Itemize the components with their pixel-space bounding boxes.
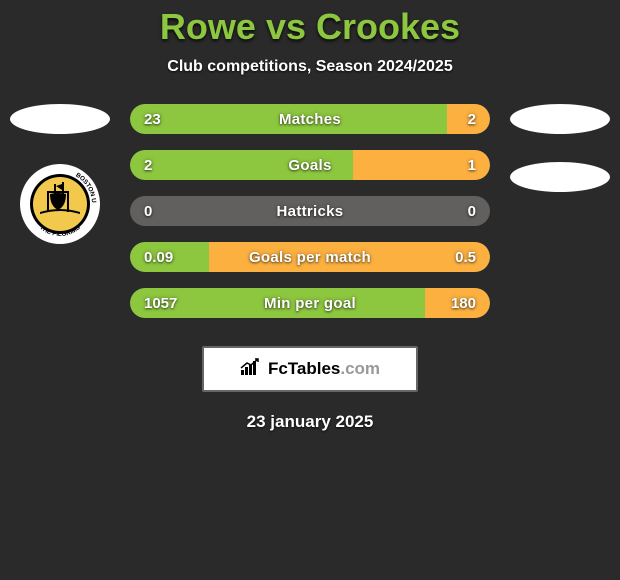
comparison-title: Rowe vs Crookes: [0, 0, 620, 48]
stat-label: Matches: [210, 111, 410, 128]
stat-value-left: 0.09: [130, 249, 210, 266]
stat-bar: 1057Min per goal180: [130, 288, 490, 318]
brand-name: FcTables: [268, 359, 340, 378]
player2-name: Crookes: [316, 6, 460, 47]
stat-value-right: 1: [410, 157, 490, 174]
player2-photo-placeholder: [510, 104, 610, 134]
brand-text: FcTables.com: [268, 359, 380, 379]
player1-name: Rowe: [160, 6, 256, 47]
stat-bar: 0Hattricks0: [130, 196, 490, 226]
stat-value-left: 0: [130, 203, 210, 220]
stat-bar: 2Goals1: [130, 150, 490, 180]
stat-label: Min per goal: [210, 295, 410, 312]
subtitle: Club competitions, Season 2024/2025: [0, 58, 620, 76]
brand-badge[interactable]: FcTables.com: [202, 346, 418, 392]
vs-text: vs: [266, 6, 306, 47]
stat-bar: 23Matches2: [130, 104, 490, 134]
stat-bars: 23Matches22Goals10Hattricks00.09Goals pe…: [120, 104, 500, 318]
brand-tld: .com: [340, 359, 380, 378]
stat-value-left: 23: [130, 111, 210, 128]
date-label: 23 january 2025: [0, 412, 620, 432]
stat-value-right: 180: [410, 295, 490, 312]
stat-value-left: 2: [130, 157, 210, 174]
stat-bar: 0.09Goals per match0.5: [130, 242, 490, 272]
stat-label: Goals: [210, 157, 410, 174]
stat-value-right: 2: [410, 111, 490, 128]
stat-label: Hattricks: [210, 203, 410, 220]
left-side: BOSTON UNITED THE PILGRIMS: [0, 104, 120, 318]
player2-team-placeholder: [510, 162, 610, 192]
player1-photo-placeholder: [10, 104, 110, 134]
right-side: [500, 104, 620, 318]
comparison-body: BOSTON UNITED THE PILGRIMS 23Matches22Go…: [0, 104, 620, 318]
stat-label: Goals per match: [210, 249, 410, 266]
stat-value-left: 1057: [130, 295, 210, 312]
stat-value-right: 0.5: [410, 249, 490, 266]
chart-icon: [240, 358, 262, 381]
team-badge: BOSTON UNITED THE PILGRIMS: [18, 162, 102, 251]
stat-value-right: 0: [410, 203, 490, 220]
